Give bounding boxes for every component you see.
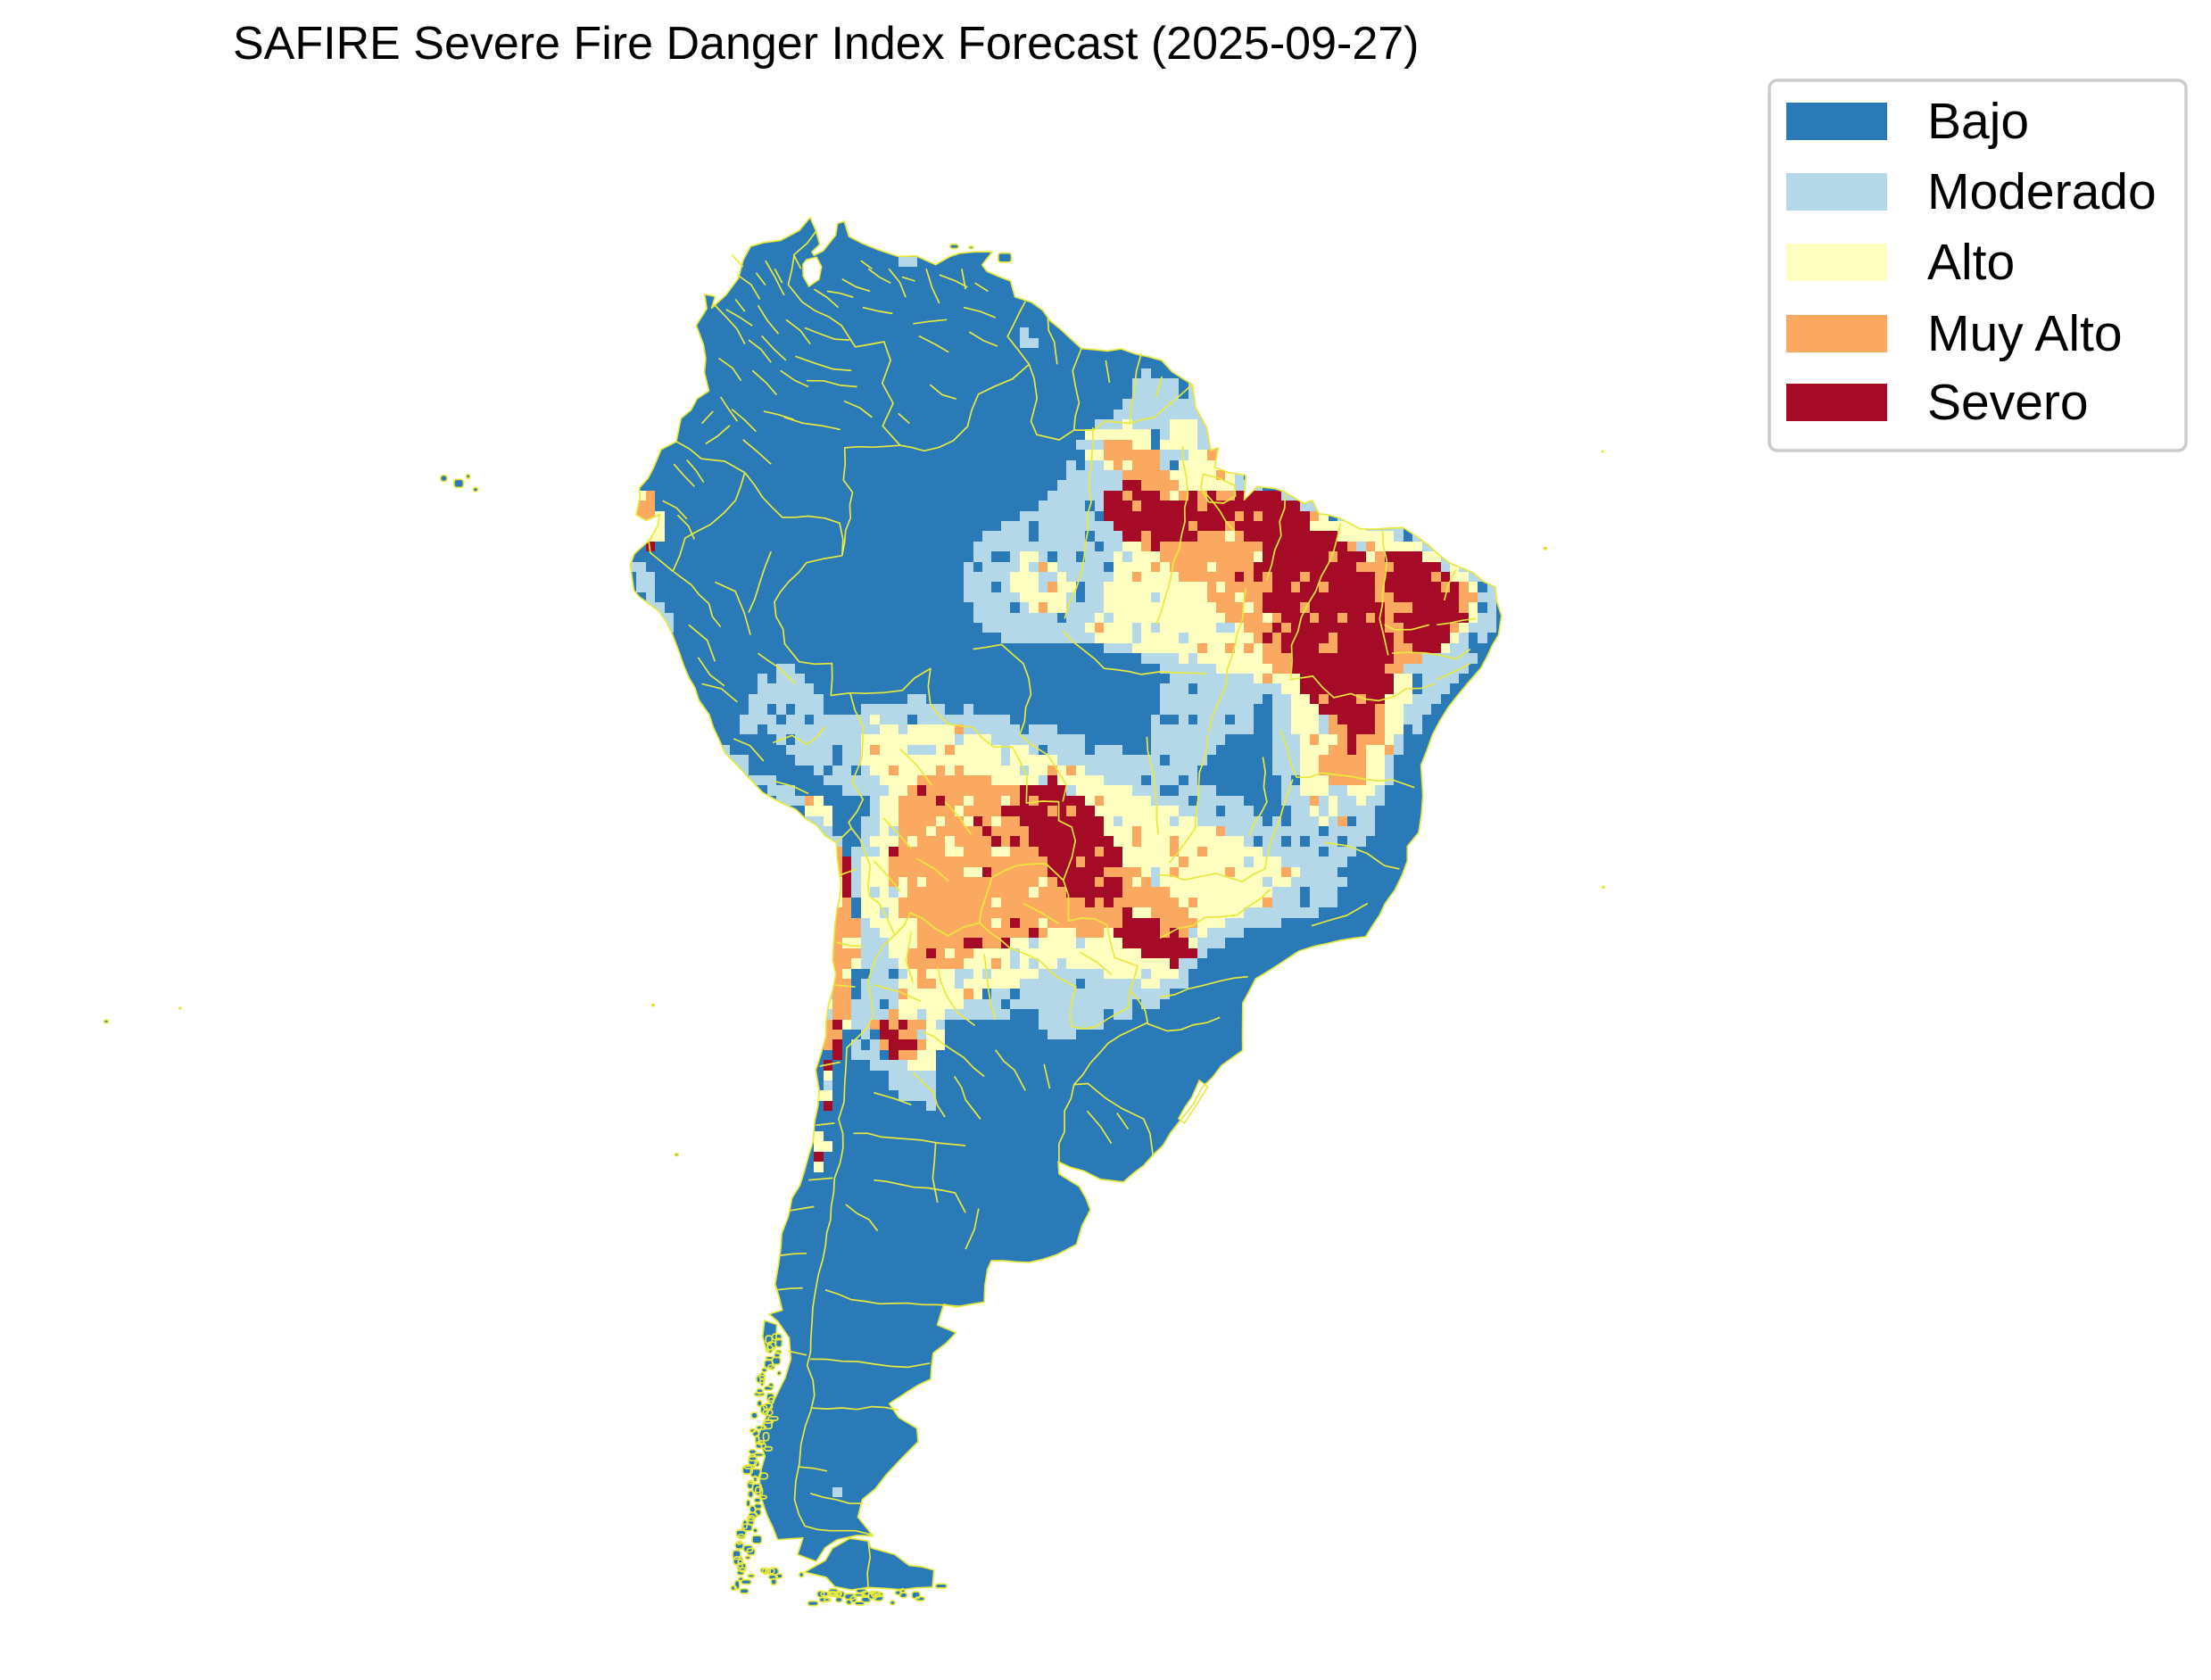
- svg-text:Bajo: Bajo: [1927, 93, 2029, 150]
- svg-text:Moderado: Moderado: [1927, 163, 2157, 220]
- svg-text:Severo: Severo: [1927, 374, 2089, 431]
- svg-text:Alto: Alto: [1927, 234, 2015, 291]
- svg-text:SAFIRE Severe Fire Danger Inde: SAFIRE Severe Fire Danger Index Forecast…: [233, 18, 1419, 70]
- svg-text:Muy Alto: Muy Alto: [1927, 305, 2123, 362]
